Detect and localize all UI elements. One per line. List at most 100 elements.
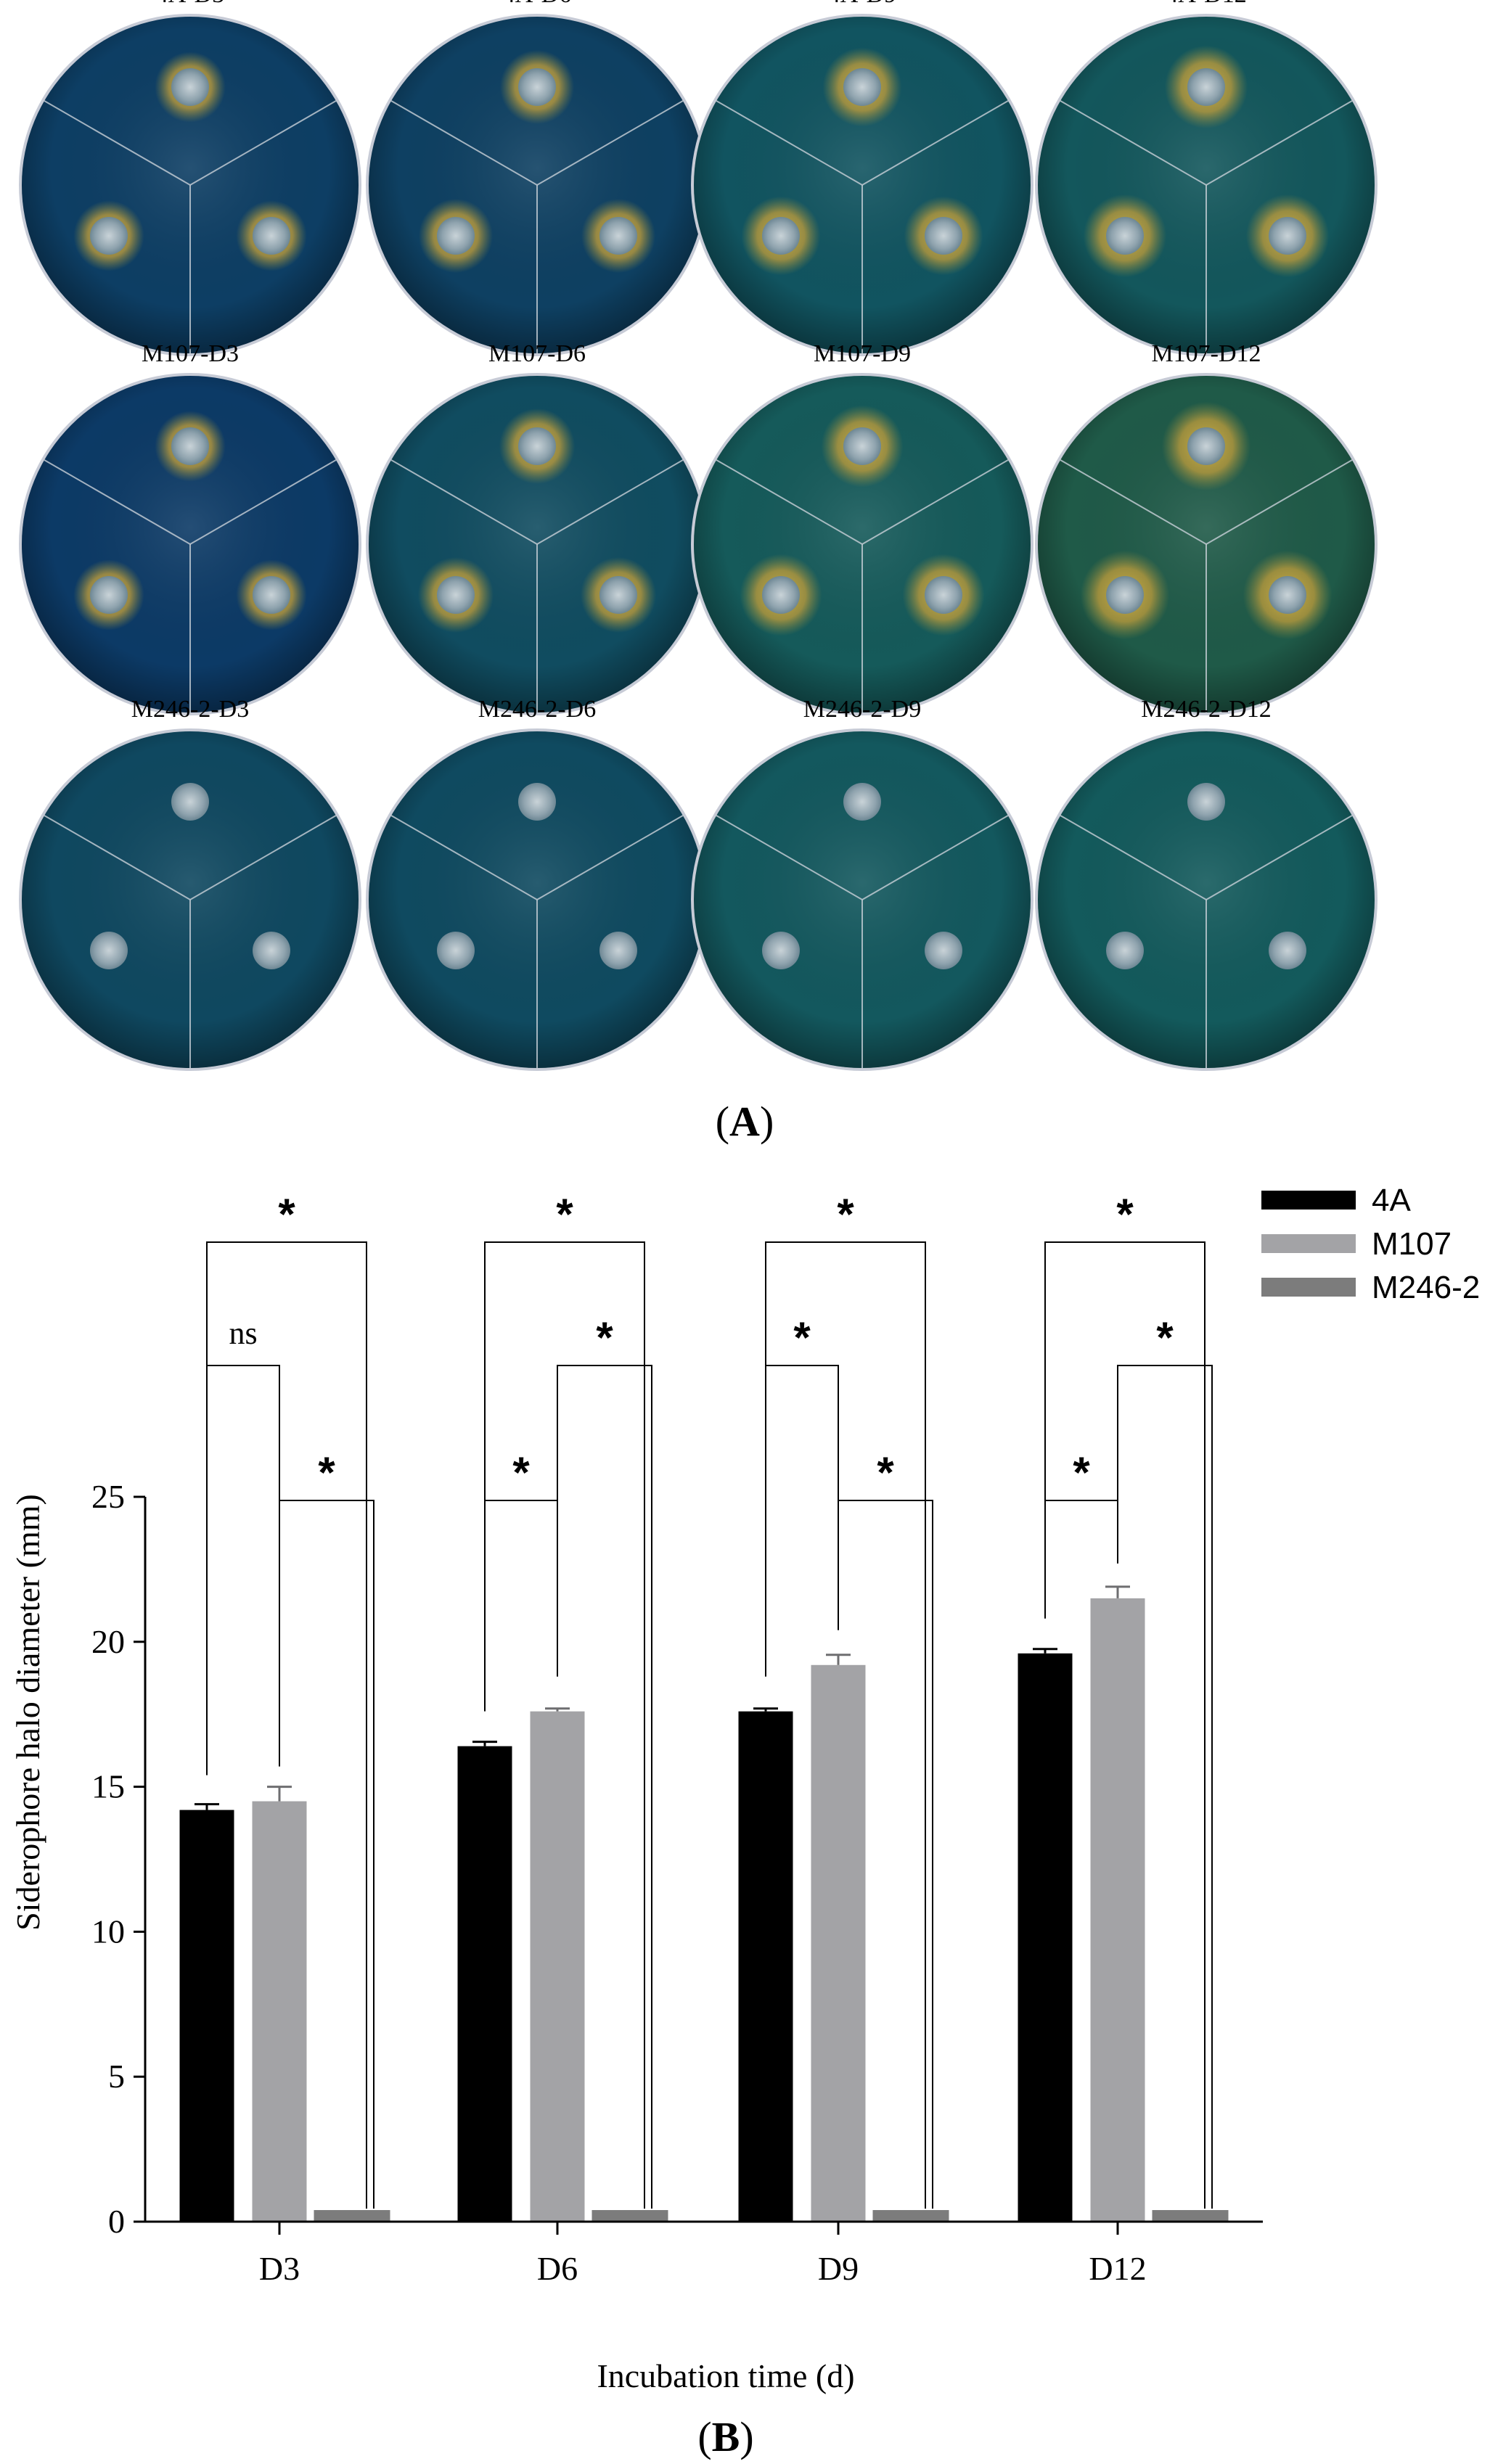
colony (253, 576, 290, 614)
significance-label: * (877, 1448, 894, 1497)
colony (518, 68, 556, 106)
bar (592, 2210, 668, 2222)
significance-bracket (206, 1365, 280, 1775)
bar (1090, 1598, 1145, 2222)
significance-label: * (512, 1448, 530, 1497)
colony (843, 427, 881, 465)
plate-label: M107-D6 (488, 340, 586, 367)
plate-divider (861, 459, 1009, 545)
x-tick-label: D9 (818, 2250, 859, 2287)
plate-divider (1205, 459, 1353, 545)
significance-label: * (596, 1313, 613, 1362)
significance-bracket (765, 1365, 839, 1677)
bar (738, 1711, 793, 2222)
colony (762, 576, 800, 614)
colony (437, 932, 475, 969)
significance-bracket (1044, 1241, 1205, 2209)
plate: 4A-D3 (19, 0, 361, 356)
colony (518, 427, 556, 465)
plate-label: M246-2-D9 (803, 696, 921, 723)
bar (811, 1664, 866, 2222)
plate: M246-2-D12 (1035, 696, 1378, 1071)
colony (599, 576, 637, 614)
panel-a-label: (A) (716, 1098, 774, 1145)
panel-a-plates: 4A-D3 4A-D6 4A-D9 4A-D12 M107-D3 M107-D6 M107-… (19, 0, 1378, 1071)
colony (925, 217, 962, 255)
significance-bracket (838, 1500, 933, 2209)
y-tick-label: 25 (91, 1478, 125, 1515)
significance-label: * (793, 1313, 811, 1362)
plate: M107-D3 (19, 340, 361, 715)
plate-divider (44, 459, 191, 545)
x-tick-label: D6 (537, 2250, 578, 2287)
plate-label: 4A-D3 (156, 0, 224, 8)
y-tick-label: 5 (108, 2058, 125, 2095)
colony (1187, 783, 1225, 821)
colony (253, 217, 290, 255)
y-tick-label: 0 (108, 2203, 125, 2240)
bar (252, 1801, 307, 2222)
significance-label: * (278, 1190, 295, 1239)
plate: M107-D6 (366, 340, 708, 715)
colony (762, 932, 800, 969)
plate-divider (1060, 815, 1207, 900)
legend-label: 4A (1372, 1183, 1411, 1218)
panel-b-chart: * ns * * * * * * * * * * 0 5 10 15 20 25 D3 D6 D9 D12 Sidero… (9, 1183, 1480, 2394)
legend-swatch (1261, 1191, 1356, 1210)
plate-label: M246-2-D6 (478, 696, 596, 723)
colony (90, 217, 128, 255)
colony (90, 576, 128, 614)
colony (1106, 576, 1144, 614)
plate-divider (861, 100, 1009, 186)
plate: M246-2-D3 (19, 696, 361, 1071)
significance-brackets: * ns * * * * * * * * * * (206, 1190, 1213, 2209)
bar (179, 1810, 234, 2222)
significance-label: ns (229, 1315, 257, 1351)
plate-label: M107-D9 (814, 340, 911, 367)
significance-label: * (1116, 1190, 1134, 1239)
colony (437, 217, 475, 255)
plate-label: M107-D12 (1151, 340, 1261, 367)
plate-divider (390, 815, 538, 900)
colony (1106, 217, 1144, 255)
colony (599, 217, 637, 255)
legend-swatch (1261, 1234, 1356, 1253)
significance-label: * (556, 1190, 573, 1239)
plate-divider (536, 100, 684, 186)
x-axis-label: Incubation time (d) (597, 2357, 854, 2394)
plate-divider (189, 100, 337, 186)
plate-label: 4A-D12 (1166, 0, 1246, 8)
plate-divider (716, 815, 863, 900)
y-tick-label: 10 (91, 1913, 125, 1950)
colony (253, 932, 290, 969)
plate-divider (1060, 459, 1207, 545)
significance-bracket (557, 1365, 652, 2209)
plate: M107-D9 (691, 340, 1033, 715)
chart-legend: 4A M107 M246-2 (1261, 1183, 1480, 1305)
plate: M246-2-D9 (691, 696, 1033, 1071)
plate-divider (1205, 815, 1353, 900)
plate: 4A-D9 (691, 0, 1033, 356)
plate-label: 4A-D6 (503, 0, 571, 8)
plate-divider (716, 459, 863, 545)
plate-label: M107-D3 (142, 340, 239, 367)
plate-divider (536, 815, 684, 900)
plate-divider (1205, 100, 1353, 186)
colony (843, 68, 881, 106)
colony (518, 783, 556, 821)
colony (171, 783, 209, 821)
plate-divider (189, 815, 337, 900)
colony (599, 932, 637, 969)
colony (171, 427, 209, 465)
significance-bracket (279, 1500, 374, 2209)
plate: 4A-D12 (1035, 0, 1378, 356)
significance-bracket (484, 1241, 645, 2209)
bar (530, 1711, 585, 2222)
significance-bracket (1117, 1365, 1213, 2209)
plate: 4A-D6 (366, 0, 708, 356)
plate-label: M246-2-D3 (131, 696, 249, 723)
colony (171, 68, 209, 106)
y-tick-label: 15 (91, 1768, 125, 1805)
legend-swatch (1261, 1278, 1356, 1297)
